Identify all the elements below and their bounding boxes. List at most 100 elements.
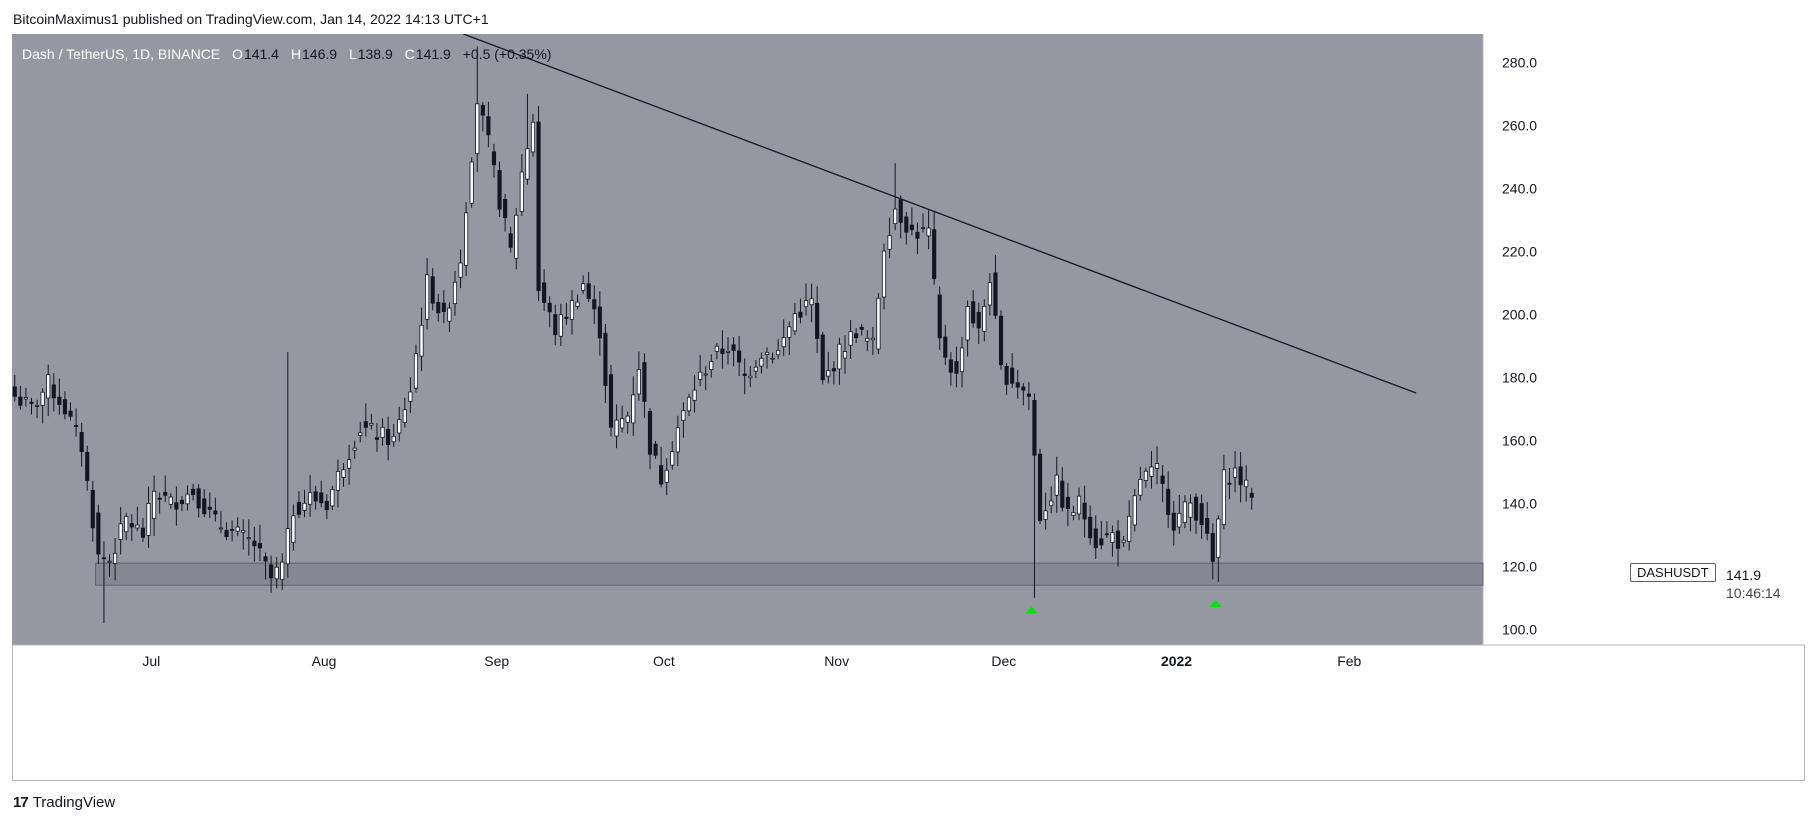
symbol-label: DASHUSDT [1630, 563, 1716, 582]
time-tick-label: Aug [312, 653, 337, 669]
candle [553, 304, 558, 346]
legend-open: 141.4 [243, 46, 279, 62]
candle-body [1026, 393, 1031, 397]
candle-body [1160, 475, 1165, 484]
candle-body [207, 506, 212, 510]
candle-body [536, 121, 541, 292]
candle [1099, 520, 1104, 550]
price-tick-label: 120.0 [1502, 558, 1537, 574]
time-tick-label: Feb [1337, 653, 1361, 669]
candle [1110, 525, 1115, 557]
price-chart[interactable]: 100.0 120.0 140.0 160.0 180.0 200.0 220.0 240.0… [12, 34, 1805, 781]
candle [157, 492, 162, 514]
candle [1093, 515, 1098, 559]
candle-body [1115, 530, 1121, 549]
candle [1026, 382, 1031, 411]
candle [185, 485, 190, 511]
candle-body [107, 560, 112, 563]
candle-body [168, 496, 173, 505]
candle-body [491, 151, 497, 166]
candle-body [725, 350, 731, 353]
candle [759, 352, 764, 374]
candle [742, 358, 747, 395]
candle [842, 335, 848, 374]
currency-button[interactable]: USDT [1737, 42, 1785, 61]
candle-body [274, 566, 279, 580]
candle-body [803, 300, 809, 308]
candle [714, 343, 719, 360]
candle [815, 286, 820, 354]
candle-body [486, 116, 491, 136]
candle-body [319, 492, 324, 504]
candle-body [263, 556, 268, 562]
candle [954, 346, 959, 388]
legend-low: 138.9 [357, 46, 393, 62]
candle [101, 541, 107, 623]
candle [976, 302, 981, 345]
candle-body [909, 224, 914, 231]
candle [1021, 383, 1026, 406]
candle [18, 385, 23, 410]
candle [135, 506, 140, 532]
candle-body [252, 540, 257, 547]
candle-body [57, 396, 62, 405]
candle-body [709, 360, 714, 371]
candle [324, 494, 329, 520]
legend-high: 146.9 [302, 46, 338, 62]
candle-body [179, 499, 185, 505]
time-tick-label: Oct [653, 653, 675, 669]
candle-body [937, 294, 942, 339]
candle-body [1127, 515, 1132, 542]
candle-body [993, 272, 998, 316]
candle-body [737, 350, 742, 363]
candle-body [1182, 501, 1187, 524]
candle-body [815, 302, 820, 339]
candle-body [124, 515, 129, 533]
legend-high-key: H [290, 46, 301, 62]
candle-body [480, 104, 485, 116]
candle [748, 366, 753, 387]
candle [1216, 515, 1221, 583]
candle-body [547, 302, 552, 313]
candle-body [85, 451, 90, 481]
candle-body [1143, 470, 1148, 481]
candle [196, 484, 201, 518]
candle-body [324, 501, 329, 511]
candle [113, 538, 118, 581]
candle-body [647, 411, 653, 455]
legend-change: +0.5 (+0.35%) [462, 46, 552, 62]
candle [670, 441, 675, 470]
candle-body [592, 299, 597, 310]
candle-body [586, 283, 591, 300]
candle-body [224, 529, 229, 538]
candle [709, 354, 714, 378]
candle-body [1227, 482, 1232, 485]
candle-body [330, 489, 335, 507]
time-tick-label: Nov [824, 653, 849, 669]
candle [480, 102, 485, 132]
candle [57, 378, 62, 415]
candle [831, 361, 836, 385]
candle [943, 324, 948, 365]
candle [1154, 446, 1160, 485]
candle [1132, 488, 1137, 532]
candle [62, 391, 68, 420]
candle [29, 397, 34, 415]
candle-body [185, 493, 190, 505]
tradingview-brand[interactable]: 17 TradingView [13, 794, 115, 811]
candle-body [948, 359, 953, 373]
candle-body [664, 469, 669, 483]
candle-body [146, 503, 151, 536]
candle [1143, 467, 1148, 488]
candle [386, 416, 391, 461]
candle-body [296, 501, 302, 515]
brand-name: TradingView [32, 794, 116, 811]
candle [1160, 464, 1165, 503]
candle [547, 296, 552, 328]
candle [74, 408, 79, 437]
candle-body [792, 313, 797, 332]
candle-body [675, 427, 680, 453]
candle [1060, 467, 1065, 512]
candle-body [898, 199, 903, 223]
price-tick-label: 180.0 [1502, 369, 1537, 385]
